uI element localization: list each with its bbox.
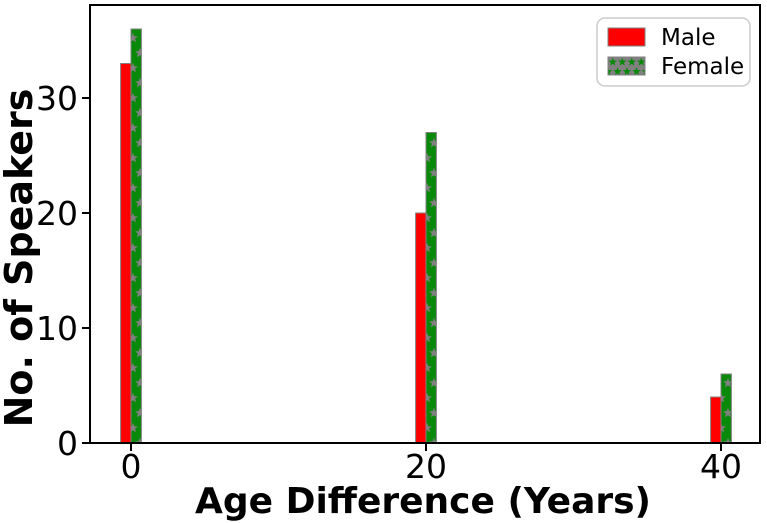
y-tick-label-10: 10 [36, 309, 78, 348]
x-tick-label-20: 20 [405, 447, 447, 486]
y-tick-label-20: 20 [36, 194, 78, 233]
y-tick-label-30: 30 [36, 79, 78, 118]
bar-female-40 [720, 373, 732, 444]
legend-swatch-male [607, 27, 646, 47]
legend: Male Female [596, 17, 751, 87]
x-tick-label-40: 40 [700, 447, 742, 486]
bar-male-0 [120, 63, 132, 444]
bar-female-20 [425, 132, 437, 444]
bar-male-40 [710, 396, 722, 444]
legend-label-female: Female [661, 54, 744, 80]
legend-label-male: Male [661, 25, 715, 51]
y-tick-label-0: 0 [57, 424, 78, 463]
y-axis-ticks: 0 10 20 30 [36, 79, 90, 463]
bar-female-0 [130, 28, 142, 444]
bar-male-20 [415, 212, 427, 444]
legend-swatch-female [607, 56, 646, 76]
x-axis-label: Age Difference (Years) [195, 481, 651, 522]
x-axis-ticks: 0 20 40 [121, 443, 742, 486]
x-tick-label-0: 0 [121, 447, 142, 486]
y-axis-label: No. of Speakers [0, 89, 41, 428]
